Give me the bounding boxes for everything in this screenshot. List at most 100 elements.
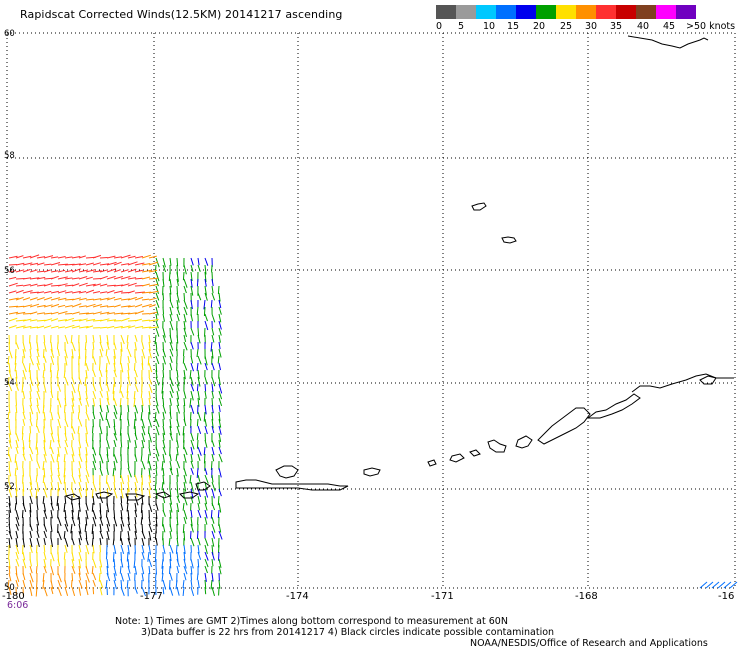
wind-barb [71, 268, 81, 273]
wind-barb [57, 269, 66, 273]
wind-barb [64, 418, 69, 428]
wind-barb [22, 418, 26, 426]
wind-barb [36, 256, 46, 259]
wind-barb [189, 369, 192, 379]
wind-barb [8, 325, 17, 329]
wind-barb [113, 474, 116, 483]
wind-barb [140, 453, 143, 462]
wind-barb [56, 369, 59, 379]
wind-barb [162, 306, 164, 315]
wind-barb [190, 327, 195, 336]
wind-barb [29, 348, 32, 357]
wind-barb [120, 523, 123, 532]
wind-barb [183, 362, 188, 371]
wind-barb [8, 255, 18, 259]
wind-barb [50, 318, 59, 322]
coastline-segment [515, 435, 533, 449]
wind-barb [42, 579, 45, 590]
wind-barb [148, 516, 151, 525]
wind-barb [190, 376, 194, 386]
longitude-label: -16 [718, 591, 735, 602]
wind-barb [141, 586, 146, 597]
note-line-2: 3)Data buffer is 22 hrs from 20141217 4)… [141, 627, 555, 638]
wind-barb [15, 397, 17, 406]
wind-barb [92, 311, 102, 315]
wind-barb [148, 326, 159, 329]
wind-barb [71, 383, 76, 394]
wind-barb [113, 376, 116, 387]
wind-barb [113, 362, 116, 372]
wind-barb [29, 355, 34, 366]
wind-barb [148, 304, 156, 308]
wind-barb [78, 523, 82, 534]
wind-barb [8, 369, 13, 380]
wind-barb [169, 355, 173, 363]
wind-barb [197, 474, 201, 482]
wind-barb [183, 278, 188, 288]
wind-barb [99, 263, 110, 266]
wind-barb [162, 327, 166, 338]
wind-barb [134, 495, 139, 506]
wind-barb [99, 326, 108, 329]
coastline-segment [64, 493, 82, 501]
wind-barb [36, 558, 38, 567]
wind-barb [190, 299, 193, 310]
wind-barb [204, 390, 207, 399]
wind-barb [211, 453, 215, 462]
wind-barb [113, 276, 124, 280]
wind-barb [106, 268, 117, 273]
wind-barb [162, 495, 166, 504]
wind-barb [134, 376, 138, 385]
wind-barb [71, 341, 76, 352]
wind-barb [154, 334, 157, 345]
wind-barb [169, 376, 174, 387]
wind-barb [43, 290, 52, 294]
wind-barb [119, 383, 122, 394]
wind-barb [71, 425, 76, 434]
wind-barb [211, 278, 214, 287]
wind-barb [148, 390, 151, 399]
wind-barb [50, 311, 59, 315]
legend-swatch [496, 5, 516, 19]
wind-barb [190, 481, 194, 492]
coastline-segment [125, 493, 146, 501]
wind-barb [155, 285, 159, 294]
wind-barb [134, 318, 143, 322]
wind-barb [8, 495, 11, 506]
wind-barb [36, 262, 45, 266]
wind-barb [133, 418, 136, 429]
wind-barb [85, 303, 96, 308]
wind-barb [190, 432, 194, 442]
wind-barb [217, 355, 220, 364]
wind-barb [92, 304, 102, 308]
wind-barb [155, 572, 157, 581]
wind-barb [197, 537, 201, 546]
wind-barb [71, 297, 82, 301]
wind-barb [64, 446, 68, 455]
wind-barb [183, 572, 187, 581]
wind-barb [120, 334, 125, 345]
wind-barb [78, 558, 81, 569]
wind-barb [218, 523, 222, 533]
wind-barb [99, 537, 102, 546]
wind-barb [127, 305, 135, 308]
wind-barb [85, 565, 89, 575]
wind-barb [203, 446, 206, 456]
wind-barb [29, 558, 32, 567]
wind-barb [141, 291, 152, 294]
legend-swatch [456, 5, 476, 19]
wind-barb [717, 581, 726, 589]
wind-barb [64, 291, 73, 294]
wind-barb [85, 318, 96, 322]
map-frame [6, 32, 736, 589]
wind-barb [705, 581, 714, 589]
wind-barb [211, 474, 214, 483]
wind-barb [43, 325, 52, 329]
wind-barb [71, 432, 74, 441]
wind-barb [85, 544, 90, 555]
wind-barb [155, 446, 160, 457]
wind-barb [78, 565, 81, 575]
wind-barb [50, 453, 55, 463]
wind-barb [162, 474, 165, 485]
